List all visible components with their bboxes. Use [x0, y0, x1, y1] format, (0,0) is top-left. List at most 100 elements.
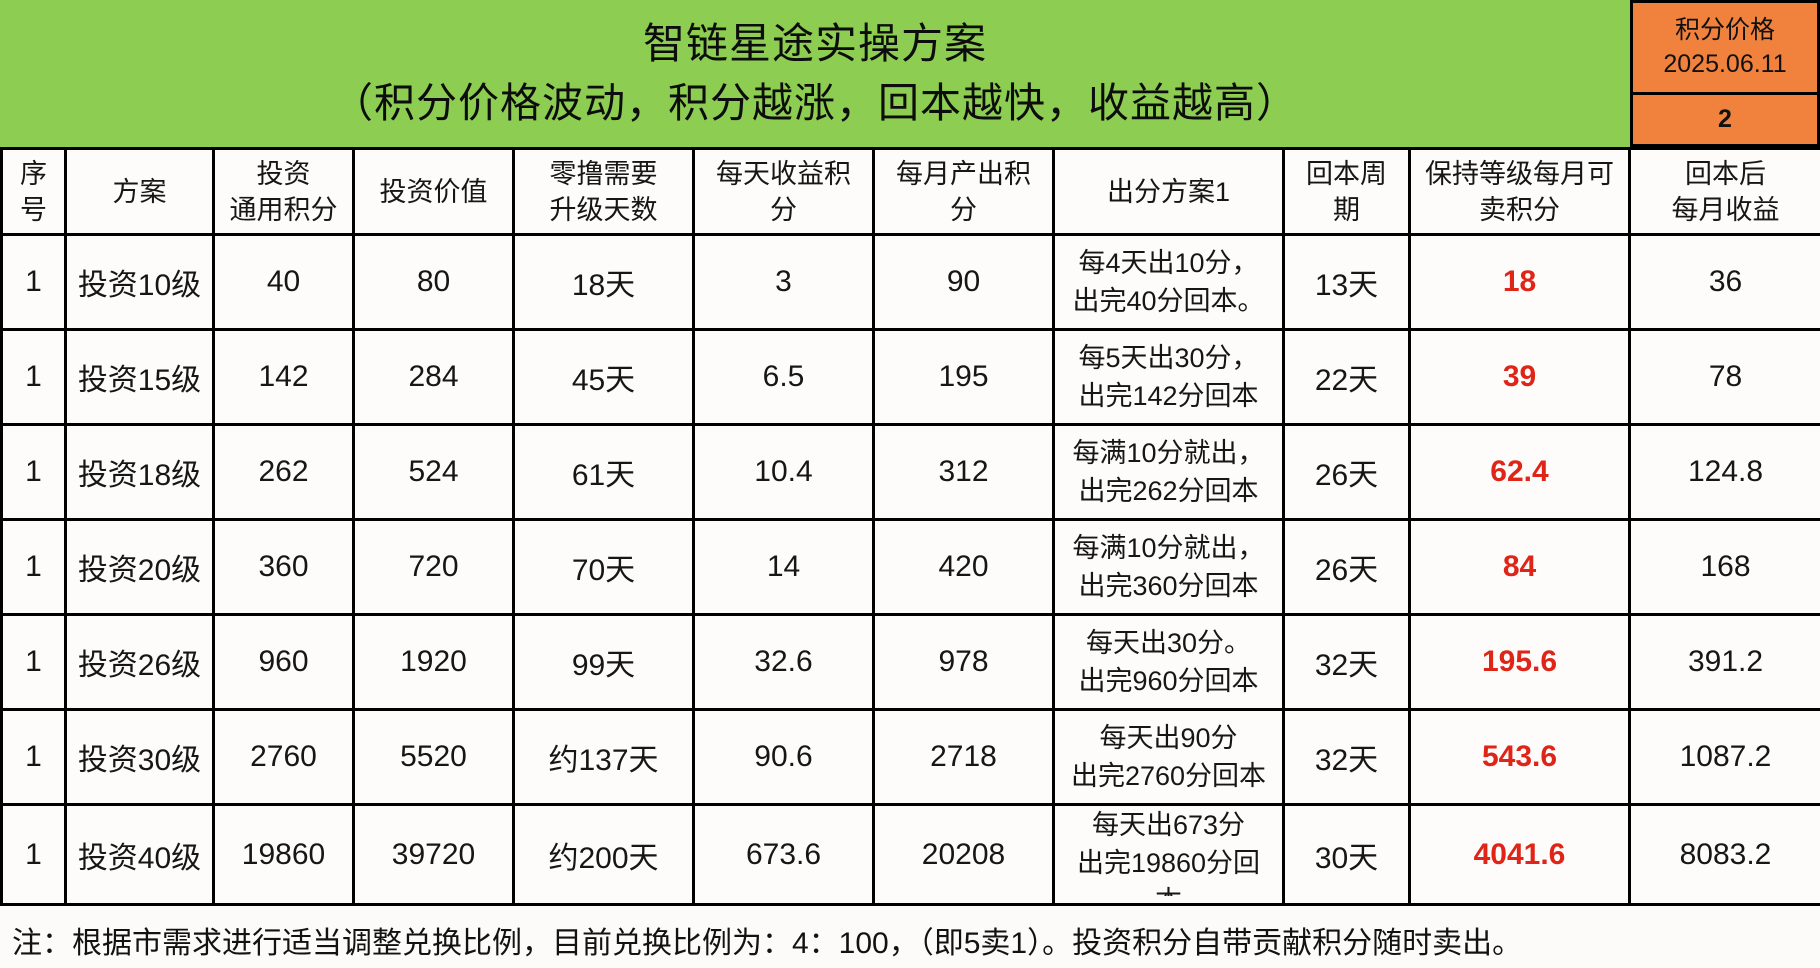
cell-index: 1 — [0, 423, 67, 521]
cell-daily-points: 673.6 — [692, 803, 875, 906]
cell-monthly-income: 8083.2 — [1628, 803, 1820, 906]
table-row: 1 投资40级 19860 39720 约200天 673.6 20208 每天… — [0, 803, 1820, 906]
table-row: 1 投资26级 960 1920 99天 32.6 978 每天出30分。 出完… — [0, 613, 1820, 711]
page-title: 智链星途实操方案 — [642, 19, 987, 67]
cell-payback-period: 26天 — [1282, 423, 1411, 521]
cell-invest-value: 720 — [352, 518, 515, 616]
col-header-payout-plan: 出分方案1 — [1052, 147, 1285, 236]
header-row: 序号 方案 投资 通用积分 投资价值 零撸需要 升级天数 每天收益积 分 每月产… — [0, 147, 1820, 236]
table-row: 1 投资30级 2760 5520 约137天 90.6 2718 每天出90分… — [0, 708, 1820, 806]
footnote: 注：根据市需求进行适当调整兑换比例，目前兑换比例为：4：100，（即5卖1）。投… — [0, 906, 1820, 968]
cell-monthly-income: 168 — [1628, 518, 1820, 616]
col-header-invest-points: 投资 通用积分 — [212, 147, 355, 236]
cell-payback-period: 32天 — [1282, 613, 1411, 711]
cell-monthly-income: 78 — [1628, 328, 1820, 426]
cell-invest-value: 80 — [352, 233, 515, 331]
col-header-monthly-points: 每月产出积 分 — [872, 147, 1055, 236]
cell-plan: 投资30级 — [64, 708, 215, 806]
cell-monthly-sellable: 18 — [1408, 233, 1631, 331]
cell-monthly-points: 195 — [872, 328, 1055, 426]
table-row: 1 投资20级 360 720 70天 14 420 每满10分就出， 出完36… — [0, 518, 1820, 616]
cell-payout-plan: 每4天出10分， 出完40分回本。 — [1052, 233, 1285, 331]
payout-plan-text: 每5天出30分， 出完142分回本 — [1078, 343, 1259, 411]
table-row: 1 投资10级 40 80 18天 3 90 每4天出10分， 出完40分回本。… — [0, 233, 1820, 331]
table-row: 1 投资18级 262 524 61天 10.4 312 每满10分就出， 出完… — [0, 423, 1820, 521]
cell-invest-points: 40 — [212, 233, 355, 331]
cell-index: 1 — [0, 803, 67, 906]
cell-invest-value: 1920 — [352, 613, 515, 711]
col-header-monthly-sellable: 保持等级每月可 卖积分 — [1408, 147, 1631, 236]
col-header-plan: 方案 — [64, 147, 215, 236]
cell-payback-period: 26天 — [1282, 518, 1411, 616]
page-subtitle: （积分价格波动，积分越涨，回本越快，收益越高） — [332, 80, 1298, 127]
cell-monthly-points: 978 — [872, 613, 1055, 711]
cell-index: 1 — [0, 518, 67, 616]
cell-payout-plan: 每天出90分 出完2760分回本 — [1052, 708, 1285, 806]
cell-index: 1 — [0, 328, 67, 426]
cell-upgrade-days: 99天 — [512, 613, 695, 711]
cell-invest-points: 2760 — [212, 708, 355, 806]
col-header-payback-period: 回本周 期 — [1282, 147, 1411, 236]
cell-daily-points: 6.5 — [692, 328, 875, 426]
payout-plan-text: 每满10分就出， 出完360分回本 — [1072, 533, 1265, 601]
cell-monthly-income: 36 — [1628, 233, 1820, 331]
cell-monthly-sellable: 84 — [1408, 518, 1631, 616]
cell-payback-period: 30天 — [1282, 803, 1411, 906]
cell-invest-points: 262 — [212, 423, 355, 521]
cell-monthly-income: 1087.2 — [1628, 708, 1820, 806]
payout-plan-text: 每4天出10分， 出完40分回本。 — [1072, 248, 1265, 316]
col-header-index: 序号 — [0, 147, 67, 236]
price-label-cell: 积分价格 2025.06.11 — [1633, 3, 1817, 92]
cell-invest-points: 142 — [212, 328, 355, 426]
cell-invest-value: 5520 — [352, 708, 515, 806]
cell-monthly-points: 312 — [872, 423, 1055, 521]
cell-index: 1 — [0, 233, 67, 331]
payout-plan-text: 每满10分就出， 出完262分回本 — [1072, 438, 1265, 506]
cell-daily-points: 32.6 — [692, 613, 875, 711]
cell-monthly-sellable: 4041.6 — [1408, 803, 1631, 906]
cell-upgrade-days: 约200天 — [512, 803, 695, 906]
cell-monthly-income: 124.8 — [1628, 423, 1820, 521]
cell-plan: 投资10级 — [64, 233, 215, 331]
cell-upgrade-days: 61天 — [512, 423, 695, 521]
title-banner: 智链星途实操方案 （积分价格波动，积分越涨，回本越快，收益越高） — [0, 0, 1630, 147]
cell-index: 1 — [0, 613, 67, 711]
col-header-upgrade-days: 零撸需要 升级天数 — [512, 147, 695, 236]
col-header-monthly-income: 回本后 每月收益 — [1628, 147, 1820, 236]
cell-monthly-sellable: 195.6 — [1408, 613, 1631, 711]
cell-invest-value: 524 — [352, 423, 515, 521]
payout-plan-text: 每天出30分。 出完960分回本 — [1078, 628, 1259, 696]
cell-monthly-points: 20208 — [872, 803, 1055, 906]
cell-payout-plan: 每满10分就出， 出完360分回本 — [1052, 518, 1285, 616]
cell-upgrade-days: 18天 — [512, 233, 695, 331]
price-box: 积分价格 2025.06.11 2 — [1630, 0, 1820, 147]
cell-plan: 投资26级 — [64, 613, 215, 711]
cell-index: 1 — [0, 708, 67, 806]
cell-invest-points: 19860 — [212, 803, 355, 906]
cell-payback-period: 22天 — [1282, 328, 1411, 426]
cell-plan: 投资18级 — [64, 423, 215, 521]
cell-payout-plan: 每满10分就出， 出完262分回本 — [1052, 423, 1285, 521]
payout-plan-text: 每天出673分 出完19860分回本 — [1076, 810, 1261, 896]
cell-upgrade-days: 45天 — [512, 328, 695, 426]
col-header-daily-points: 每天收益积 分 — [692, 147, 875, 236]
cell-monthly-sellable: 39 — [1408, 328, 1631, 426]
price-date: 2025.06.11 — [1663, 49, 1787, 78]
price-label: 积分价格 — [1674, 15, 1775, 44]
cell-payout-plan: 每天出673分 出完19860分回本 — [1052, 803, 1285, 906]
cell-monthly-sellable: 62.4 — [1408, 423, 1631, 521]
price-value: 2 — [1633, 92, 1817, 144]
cell-plan: 投资20级 — [64, 518, 215, 616]
top-band: 智链星途实操方案 （积分价格波动，积分越涨，回本越快，收益越高） 积分价格 20… — [0, 0, 1820, 147]
cell-plan: 投资40级 — [64, 803, 215, 906]
cell-monthly-points: 90 — [872, 233, 1055, 331]
col-header-invest-value: 投资价值 — [352, 147, 515, 236]
cell-monthly-income: 391.2 — [1628, 613, 1820, 711]
cell-monthly-points: 420 — [872, 518, 1055, 616]
cell-daily-points: 10.4 — [692, 423, 875, 521]
cell-monthly-sellable: 543.6 — [1408, 708, 1631, 806]
table-row: 1 投资15级 142 284 45天 6.5 195 每5天出30分， 出完1… — [0, 328, 1820, 426]
cell-daily-points: 14 — [692, 518, 875, 616]
cell-plan: 投资15级 — [64, 328, 215, 426]
